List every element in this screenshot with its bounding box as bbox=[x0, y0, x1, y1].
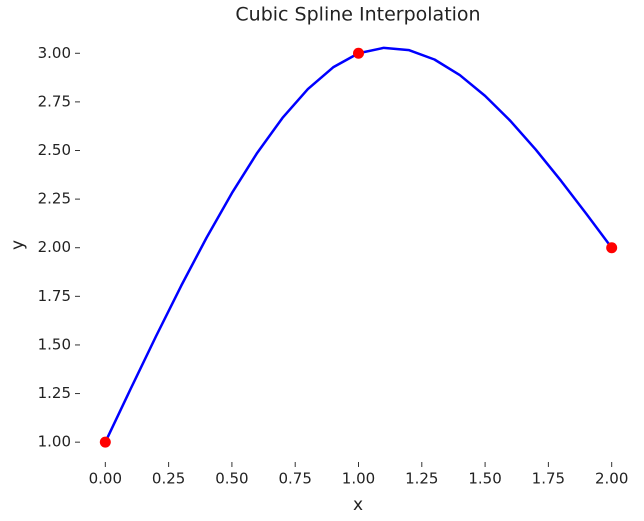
x-tick-label: 0.00 bbox=[89, 470, 122, 488]
y-axis-label: y bbox=[8, 240, 28, 250]
y-tick-label: 1.75 bbox=[38, 287, 71, 305]
x-tick-label: 1.50 bbox=[468, 470, 501, 488]
chart-title: Cubic Spline Interpolation bbox=[235, 4, 480, 26]
y-tick-label: 2.00 bbox=[38, 238, 71, 256]
data-point bbox=[353, 47, 364, 59]
x-axis-label: x bbox=[353, 495, 363, 515]
x-tick-label: 1.00 bbox=[342, 470, 375, 488]
y-tick-label: 1.00 bbox=[38, 433, 71, 451]
y-tick-label: 1.50 bbox=[38, 335, 71, 353]
x-tick-label: 1.75 bbox=[532, 470, 565, 488]
y-tick-label: 3.00 bbox=[38, 44, 71, 62]
data-point bbox=[99, 436, 111, 448]
y-tick-label: 1.25 bbox=[38, 384, 71, 402]
x-tick-label: 0.50 bbox=[215, 470, 248, 488]
x-tick-label: 2.00 bbox=[595, 470, 628, 488]
x-tick-label: 0.75 bbox=[279, 470, 312, 488]
y-tick-label: 2.25 bbox=[38, 190, 71, 208]
x-tick-label: 0.25 bbox=[152, 470, 185, 488]
x-tick-label: 1.25 bbox=[405, 470, 438, 488]
spline-line bbox=[104, 46, 613, 443]
data-point bbox=[606, 242, 618, 254]
y-tick-label: 2.75 bbox=[38, 92, 71, 110]
y-tick-label: 2.50 bbox=[38, 141, 71, 159]
